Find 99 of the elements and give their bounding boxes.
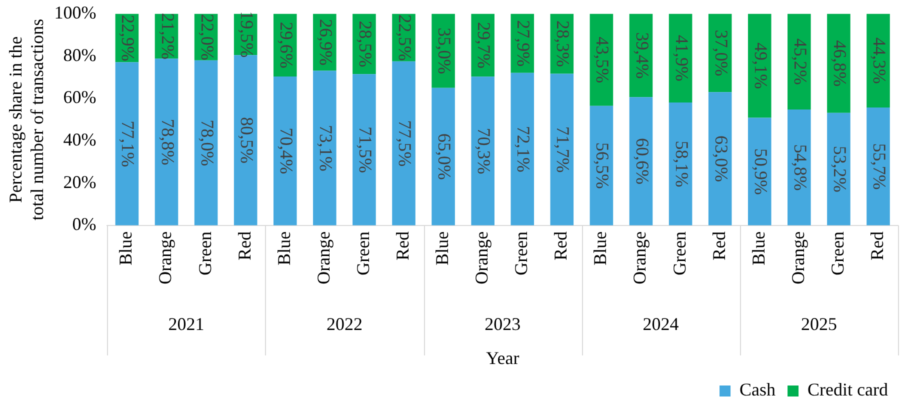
data-label: 22,5% xyxy=(395,14,416,61)
data-label: 28,3% xyxy=(553,20,574,67)
x-tick-label: Green xyxy=(827,231,848,276)
x-tick-label: Red xyxy=(866,231,887,260)
y-tick-label: 60% xyxy=(63,87,96,108)
bar xyxy=(866,108,890,226)
data-label: 73,1% xyxy=(316,124,336,172)
data-label: 39,4% xyxy=(632,32,652,79)
bar xyxy=(708,92,732,226)
x-tick-label: Orange xyxy=(788,231,808,284)
text: 2024 xyxy=(642,314,679,334)
bar xyxy=(432,88,455,226)
bar xyxy=(668,102,692,226)
bar xyxy=(154,58,178,226)
data-label: 65,0% xyxy=(434,133,455,180)
bar xyxy=(471,76,494,226)
x-tick-label: Orange xyxy=(313,231,334,284)
data-label: 37,0% xyxy=(711,30,732,76)
y-tick-label: 0% xyxy=(72,214,96,234)
data-label: 27,9% xyxy=(514,20,534,67)
data-label: 49,1% xyxy=(750,42,771,90)
y-tick-label: 40% xyxy=(63,130,96,150)
data-label: 72,1% xyxy=(514,126,534,172)
data-label: 19,5% xyxy=(236,11,257,58)
data-label: 26,9% xyxy=(316,19,336,66)
bar xyxy=(866,14,890,108)
x-tick-label: Green xyxy=(511,231,532,276)
x-tick-label: Green xyxy=(669,231,690,276)
bar xyxy=(590,106,614,226)
bar xyxy=(827,14,850,113)
text: 2022 xyxy=(326,314,362,334)
text: 2025 xyxy=(800,314,837,334)
data-label: 43,5% xyxy=(592,36,613,84)
x-tick-label: Green xyxy=(352,231,373,276)
x-tick-label: Blue xyxy=(274,231,294,266)
x-axis-title: Year xyxy=(486,348,520,368)
data-label: 28,5% xyxy=(355,20,376,68)
text: 2021 xyxy=(168,314,204,334)
x-tick-label: Blue xyxy=(432,231,452,266)
data-label: 46,8% xyxy=(830,40,850,87)
data-label: 77,5% xyxy=(395,120,416,167)
bar xyxy=(629,97,653,226)
data-label: 56,5% xyxy=(592,142,613,189)
bar xyxy=(273,76,297,226)
y-tick-label: 80% xyxy=(63,44,96,65)
data-label: 71,5% xyxy=(355,126,376,174)
bar xyxy=(392,61,416,226)
legend-label: Cash xyxy=(740,380,776,400)
data-label: 50,9% xyxy=(750,148,771,195)
data-label: 29,7% xyxy=(474,22,494,68)
y-tick-label: 20% xyxy=(63,172,96,192)
data-label: 45,2% xyxy=(790,38,810,85)
x-tick-label: Red xyxy=(708,231,729,260)
y-axis-title: Percentage share in the total number of transactions xyxy=(6,18,48,220)
x-tick-label: Blue xyxy=(116,231,136,266)
y-tick-label: 100% xyxy=(54,2,96,23)
data-label: 78,0% xyxy=(197,120,218,166)
data-label: 80,5% xyxy=(236,117,257,164)
bar xyxy=(788,109,811,226)
bar xyxy=(510,72,534,226)
data-label: 77,1% xyxy=(118,120,138,168)
data-label: 58,1% xyxy=(672,140,692,188)
x-tick-label: Red xyxy=(392,231,412,260)
bar xyxy=(234,55,258,226)
data-label: 63,0% xyxy=(711,136,732,182)
bar xyxy=(748,14,772,118)
data-label: 41,9% xyxy=(672,34,692,82)
bar xyxy=(313,70,336,226)
data-label: 35,0% xyxy=(434,28,455,74)
bar xyxy=(550,74,574,226)
data-label: 22,0% xyxy=(197,14,218,60)
x-tick-label: Red xyxy=(234,231,254,260)
x-tick-label: Blue xyxy=(748,231,768,266)
x-tick-label: Orange xyxy=(630,231,650,284)
bar xyxy=(788,14,811,110)
x-tick-label: Orange xyxy=(472,231,492,284)
x-tick-label: Green xyxy=(194,231,215,276)
x-tick-label: Blue xyxy=(590,231,610,266)
bar xyxy=(748,118,772,226)
bar xyxy=(827,112,850,226)
data-label: 78,8% xyxy=(158,118,178,166)
text: 2023 xyxy=(484,314,521,334)
data-label: 54,8% xyxy=(790,144,810,191)
data-label: 55,7% xyxy=(870,143,890,190)
bar xyxy=(352,74,376,226)
legend-label: Credit card xyxy=(808,380,888,400)
data-label: 60,6% xyxy=(632,138,652,185)
data-label: 53,2% xyxy=(830,146,850,192)
bar xyxy=(115,62,139,226)
x-tick-label: Orange xyxy=(155,231,176,284)
data-label: 29,6% xyxy=(276,22,296,68)
bar xyxy=(194,60,218,226)
data-label: 70,4% xyxy=(276,128,296,174)
data-label: 71,7% xyxy=(553,126,574,173)
data-label: 21,2% xyxy=(158,12,178,60)
x-tick-label: Red xyxy=(550,231,571,260)
data-label: 22,9% xyxy=(118,14,138,62)
data-label: 44,3% xyxy=(870,37,890,84)
data-label: 70,3% xyxy=(474,128,494,174)
